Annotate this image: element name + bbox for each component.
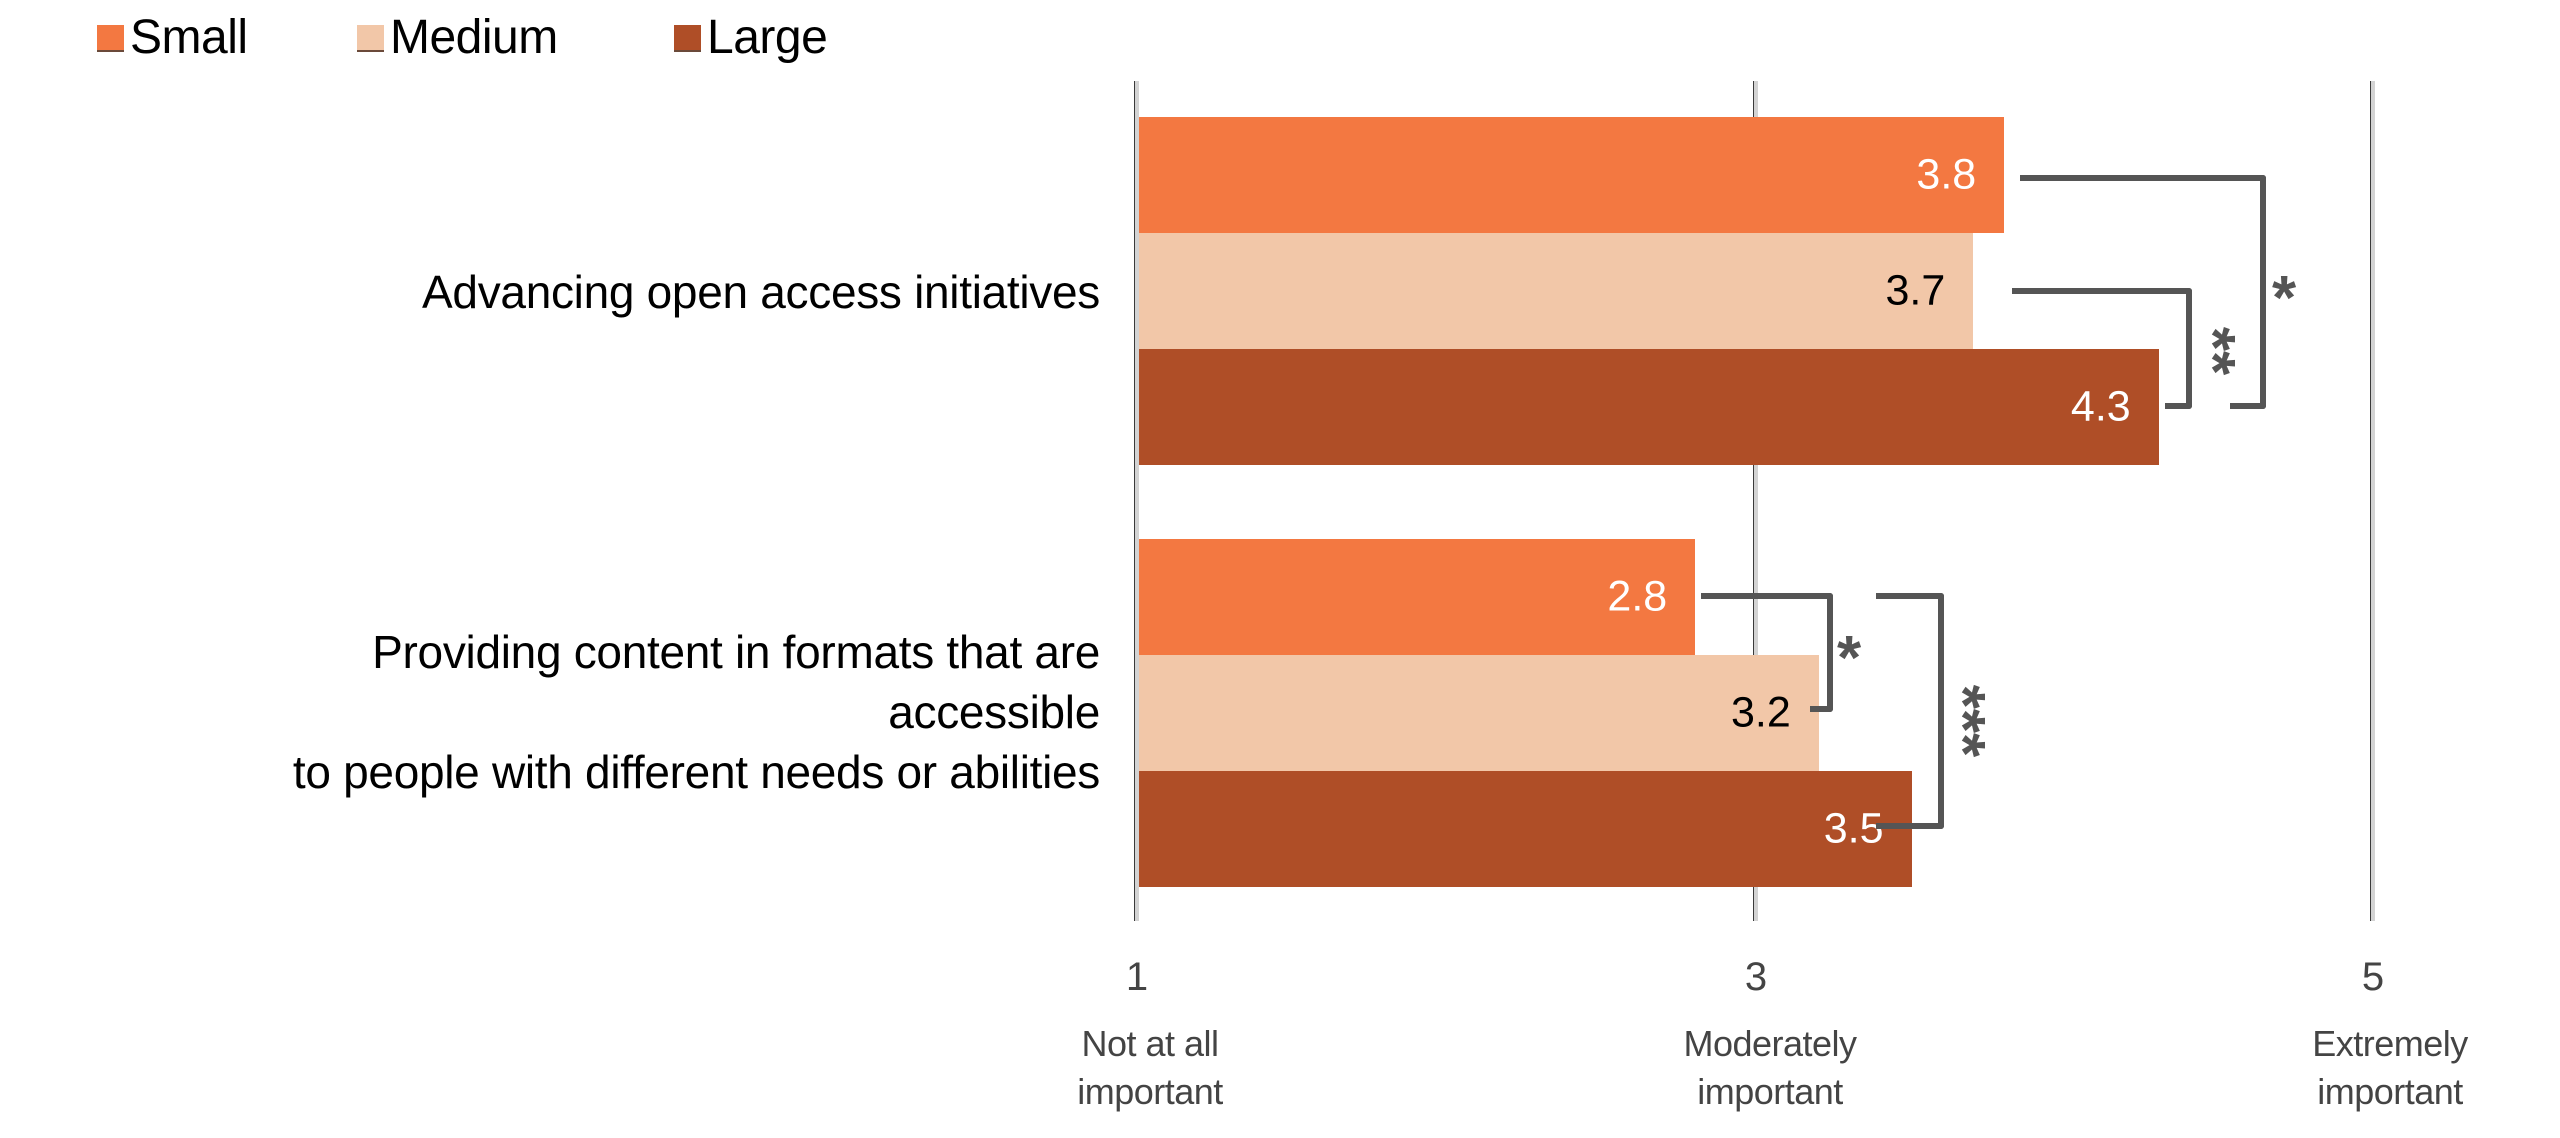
bar-medium: 3.2	[1139, 655, 1819, 771]
legend-item-small: Small	[97, 10, 248, 66]
bar-small: 3.8	[1139, 117, 2005, 233]
category-label-open-access: Advancing open access initiatives	[422, 262, 1100, 322]
category-label-line: Advancing open access initiatives	[422, 266, 1100, 318]
bar-value-label: 3.7	[1885, 266, 1946, 315]
gridline-5	[2370, 81, 2375, 921]
tick-sublabel-line: Not at all	[1081, 1023, 1219, 1064]
bracket-top-tail	[2012, 288, 2182, 294]
significance-marker: *	[2272, 264, 2297, 333]
legend-label-small: Small	[130, 11, 248, 64]
tick-sublabel-5: Extremely important	[2312, 1020, 2468, 1116]
bar-value-label: 3.8	[1916, 150, 1977, 199]
gridline-1	[1134, 81, 1139, 921]
bar-value-label: 2.8	[1607, 572, 1668, 621]
bar-medium: 3.7	[1139, 233, 1974, 349]
category-label-line: Providing content in formats that are	[372, 626, 1100, 678]
significance-marker: ***	[1928, 684, 1998, 758]
category-label-line: accessible	[888, 686, 1100, 738]
significance-bracket-small-large-1	[2230, 175, 2266, 409]
tick-label-3: 3	[1744, 955, 1768, 999]
significance-bracket-small-large-2	[1876, 593, 1944, 829]
legend-label-large: Large	[707, 11, 828, 64]
tick-label-5: 5	[2361, 955, 2385, 999]
tick-sublabel-line: important	[2317, 1071, 2463, 1112]
tick-sublabel-1: Not at all important	[1077, 1020, 1223, 1116]
bracket-top-tail	[1701, 593, 1821, 599]
bar-large: 4.3	[1139, 349, 2159, 465]
legend-item-medium: Medium	[357, 10, 558, 66]
significance-marker: **	[2178, 326, 2248, 376]
tick-sublabel-line: important	[1077, 1071, 1223, 1112]
tick-sublabel-line: important	[1697, 1071, 1843, 1112]
bar-value-label: 4.3	[2070, 382, 2131, 431]
tick-sublabel-line: Extremely	[2312, 1023, 2468, 1064]
significance-bracket-medium-large-1	[2165, 288, 2192, 409]
legend-swatch-small	[97, 24, 124, 52]
significance-bracket-small-medium-2	[1810, 593, 1833, 712]
category-label-accessible-formats: Providing content in formats that are ac…	[293, 622, 1100, 802]
legend-item-large: Large	[674, 10, 828, 66]
gridline-3	[1753, 81, 1758, 921]
legend-swatch-medium	[357, 24, 384, 52]
significance-marker: *	[1837, 624, 1862, 693]
bar-small: 2.8	[1139, 539, 1696, 655]
category-label-line: to people with different needs or abilit…	[292, 746, 1100, 798]
bar-value-label: 3.5	[1823, 804, 1884, 853]
legend-label-medium: Medium	[390, 11, 558, 64]
tick-sublabel-3: Moderately important	[1683, 1020, 1857, 1116]
tick-label-1: 1	[1125, 955, 1149, 999]
bar-value-label: 3.2	[1731, 688, 1791, 737]
tick-sublabel-line: Moderately	[1683, 1023, 1857, 1064]
legend-swatch-large	[674, 24, 701, 52]
bracket-top-tail	[2020, 175, 2260, 181]
bar-large: 3.5	[1139, 771, 1912, 887]
